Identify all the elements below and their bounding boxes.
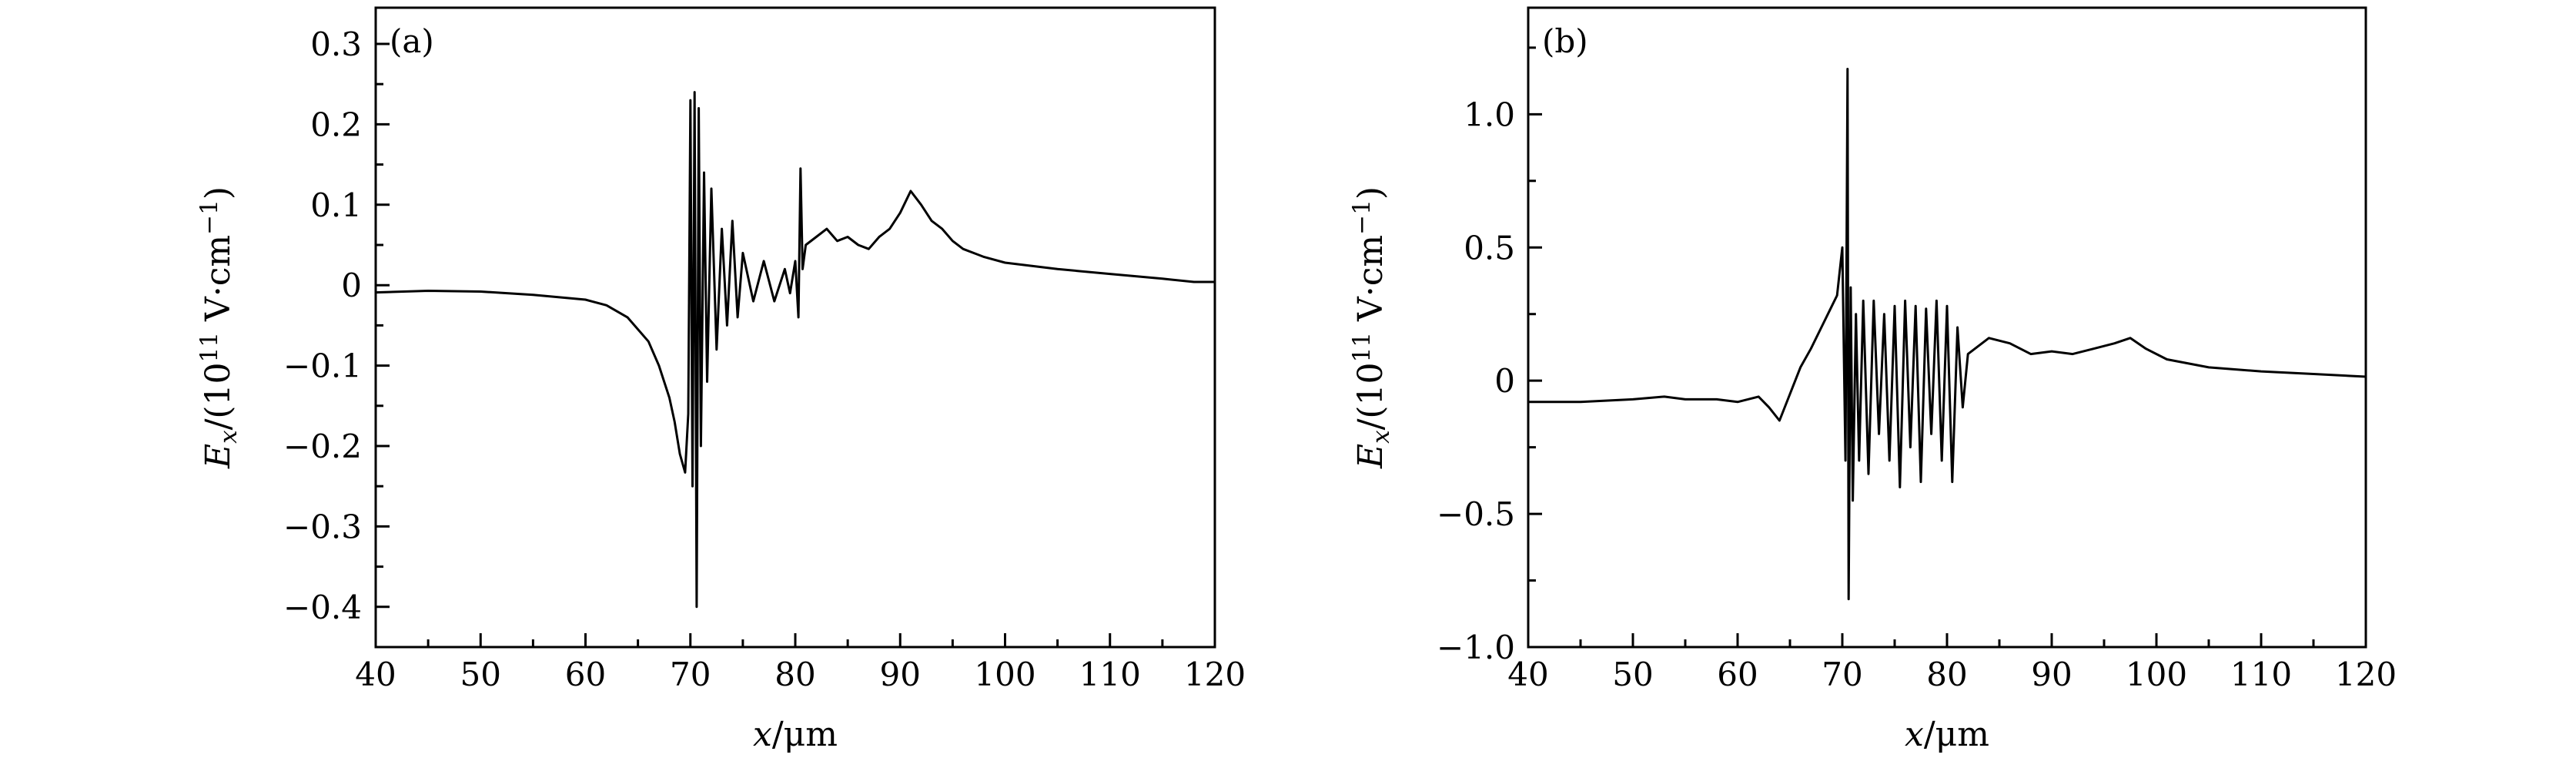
x-tick-label: 60 bbox=[1717, 656, 1758, 693]
y-axis-unit-exp-a: −1 bbox=[196, 200, 223, 235]
x-tick-label: 60 bbox=[565, 656, 606, 693]
x-axis-var-a: x bbox=[753, 715, 772, 754]
y-tick-label: 0.2 bbox=[310, 106, 362, 143]
x-tick-label: 70 bbox=[1822, 656, 1862, 693]
x-tick-label: 80 bbox=[1926, 656, 1967, 693]
x-tick-label: 70 bbox=[670, 656, 711, 693]
x-tick-label: 100 bbox=[2126, 656, 2187, 693]
y-tick-label: −0.4 bbox=[283, 589, 362, 626]
y-axis-exp-b: 11 bbox=[1348, 332, 1376, 362]
y-tick-label: −0.5 bbox=[1437, 495, 1515, 533]
y-tick-label: −0.2 bbox=[283, 428, 362, 465]
x-axis-label-b: x/μm bbox=[1905, 715, 1989, 754]
y-tick-label: −0.1 bbox=[283, 347, 362, 385]
x-tick-label: 50 bbox=[1612, 656, 1653, 693]
x-tick-label: 80 bbox=[774, 656, 815, 693]
y-axis-var-b: E bbox=[1351, 444, 1390, 469]
y-tick-label: 0.3 bbox=[310, 25, 362, 63]
x-axis-unit-b: /μm bbox=[1924, 715, 1989, 754]
x-tick-label: 120 bbox=[1184, 656, 1246, 693]
y-tick-label: 0 bbox=[1494, 362, 1515, 400]
plot-frame-a bbox=[374, 6, 1216, 649]
chart-panel-b: 40 50 60 70 80 90 100 110 120 −1.0 −0.5 0 0.5 1.0 (b… bbox=[1348, 6, 2397, 754]
x-tick-label: 40 bbox=[355, 656, 396, 693]
x-tick-label: 120 bbox=[2335, 656, 2397, 693]
x-ticks-a: 40 50 60 70 80 90 100 110 120 bbox=[355, 633, 1246, 693]
x-axis-var-b: x bbox=[1905, 715, 1924, 754]
y-axis-var-a: E bbox=[199, 444, 238, 469]
y-axis-label-a: Ex/(1011 V·cm−1) bbox=[196, 186, 243, 469]
chart-panel-a: 40 50 60 70 80 90 100 110 120 −0.4 −0.3 −0.2 −0.1 0 0… bbox=[196, 6, 1246, 754]
y-axis-mid-b: V·cm bbox=[1351, 235, 1390, 332]
y-tick-label: −1.0 bbox=[1437, 629, 1515, 666]
y-tick-label: 1.0 bbox=[1464, 96, 1515, 133]
y-ticks-b: −1.0 −0.5 0 0.5 1.0 bbox=[1437, 46, 1542, 666]
x-axis-unit-a: /μm bbox=[772, 715, 838, 754]
y-axis-pre-a: /(10 bbox=[199, 362, 238, 430]
x-tick-label: 50 bbox=[460, 656, 501, 693]
y-axis-unit-exp-b: −1 bbox=[1348, 200, 1376, 235]
y-axis-label-b: Ex/(1011 V·cm−1) bbox=[1348, 186, 1395, 469]
x-tick-label: 40 bbox=[1507, 656, 1548, 693]
y-axis-pre-b: /(10 bbox=[1351, 362, 1390, 430]
y-tick-label: 0.1 bbox=[310, 186, 362, 224]
x-tick-label: 110 bbox=[1079, 656, 1141, 693]
y-axis-sub-b: x bbox=[1367, 430, 1395, 444]
y-ticks-a: −0.4 −0.3 −0.2 −0.1 0 0.1 0.2 0.3 bbox=[283, 25, 390, 626]
y-axis-exp-a: 11 bbox=[196, 332, 223, 362]
x-ticks-b: 40 50 60 70 80 90 100 110 120 bbox=[1507, 633, 2397, 693]
y-axis-mid-a: V·cm bbox=[199, 235, 238, 332]
panel-label-b: (b) bbox=[1542, 22, 1588, 60]
x-tick-label: 100 bbox=[974, 656, 1035, 693]
x-tick-label: 90 bbox=[2031, 656, 2072, 693]
x-tick-label: 90 bbox=[880, 656, 921, 693]
y-axis-sub-a: x bbox=[215, 430, 243, 444]
x-tick-label: 110 bbox=[2230, 656, 2292, 693]
panel-label-a: (a) bbox=[390, 22, 434, 60]
y-axis-post-b: ) bbox=[1351, 186, 1390, 200]
y-axis-post-a: ) bbox=[199, 186, 238, 200]
y-tick-label: 0 bbox=[341, 267, 362, 304]
x-axis-label-a: x/μm bbox=[753, 715, 838, 754]
y-tick-label: 0.5 bbox=[1464, 229, 1515, 267]
y-tick-label: −0.3 bbox=[283, 508, 362, 545]
series-line-b bbox=[1528, 68, 2367, 601]
series-line-a bbox=[375, 91, 1215, 609]
